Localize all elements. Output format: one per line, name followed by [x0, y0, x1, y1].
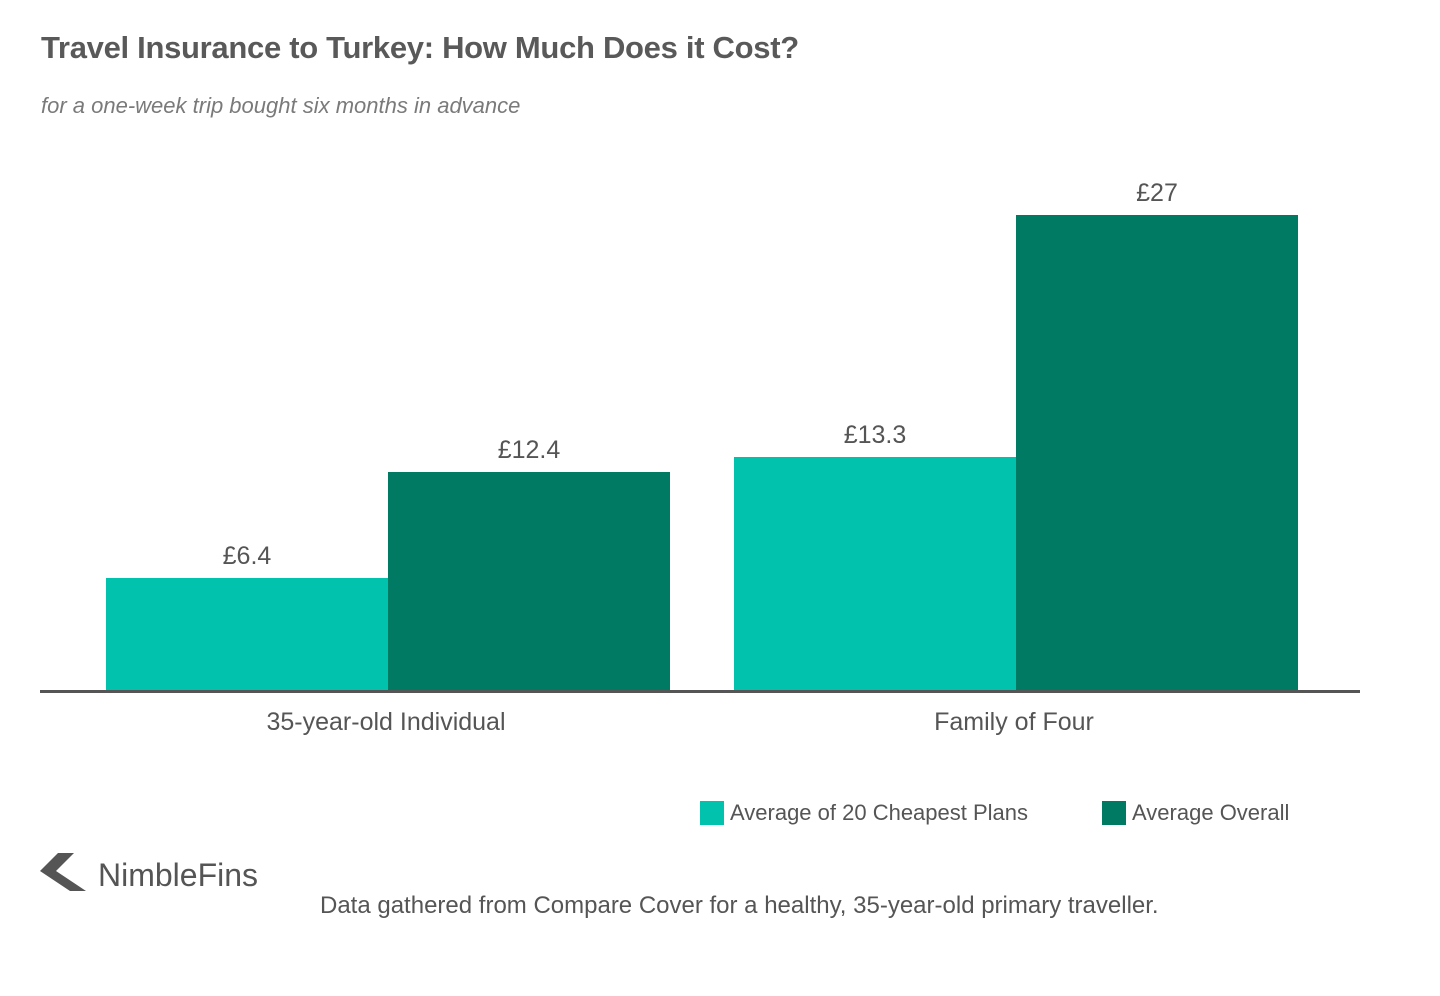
bar-individual-cheapest [106, 578, 388, 691]
legend-swatch-icon [1102, 801, 1127, 825]
legend-item-overall: Average Overall [1102, 800, 1289, 826]
x-tick-label: Family of Four [934, 708, 1094, 736]
bar-value-label: £27 [1136, 179, 1178, 207]
legend-swatch-icon [700, 801, 724, 825]
brand-name: NimbleFins [98, 857, 259, 893]
chart-title: Travel Insurance to Turkey: How Much Doe… [41, 30, 799, 65]
brand-logo: NimbleFins [40, 853, 258, 898]
bar-value-label: £12.4 [497, 436, 561, 464]
bar-family-cheapest [734, 457, 1016, 691]
legend-label: Average of 20 Cheapest Plans [730, 800, 1029, 825]
legend-item-cheapest: Average of 20 Cheapest Plans [700, 800, 1028, 826]
bar-family-overall [1016, 215, 1298, 691]
bar-value-label: £13.3 [843, 421, 907, 449]
x-tick-label: 35-year-old Individual [266, 708, 506, 736]
x-axis-line [40, 690, 1360, 693]
footnote: Data gathered from Compare Cover for a h… [320, 892, 1159, 919]
bar-individual-overall [388, 472, 670, 691]
chevron-left-icon [40, 853, 86, 898]
bar-value-label: £6.4 [222, 542, 272, 570]
legend: Average of 20 Cheapest Plans Average Ove… [700, 800, 1363, 826]
legend-label: Average Overall [1132, 800, 1290, 825]
chart-subtitle: for a one-week trip bought six months in… [41, 93, 521, 118]
